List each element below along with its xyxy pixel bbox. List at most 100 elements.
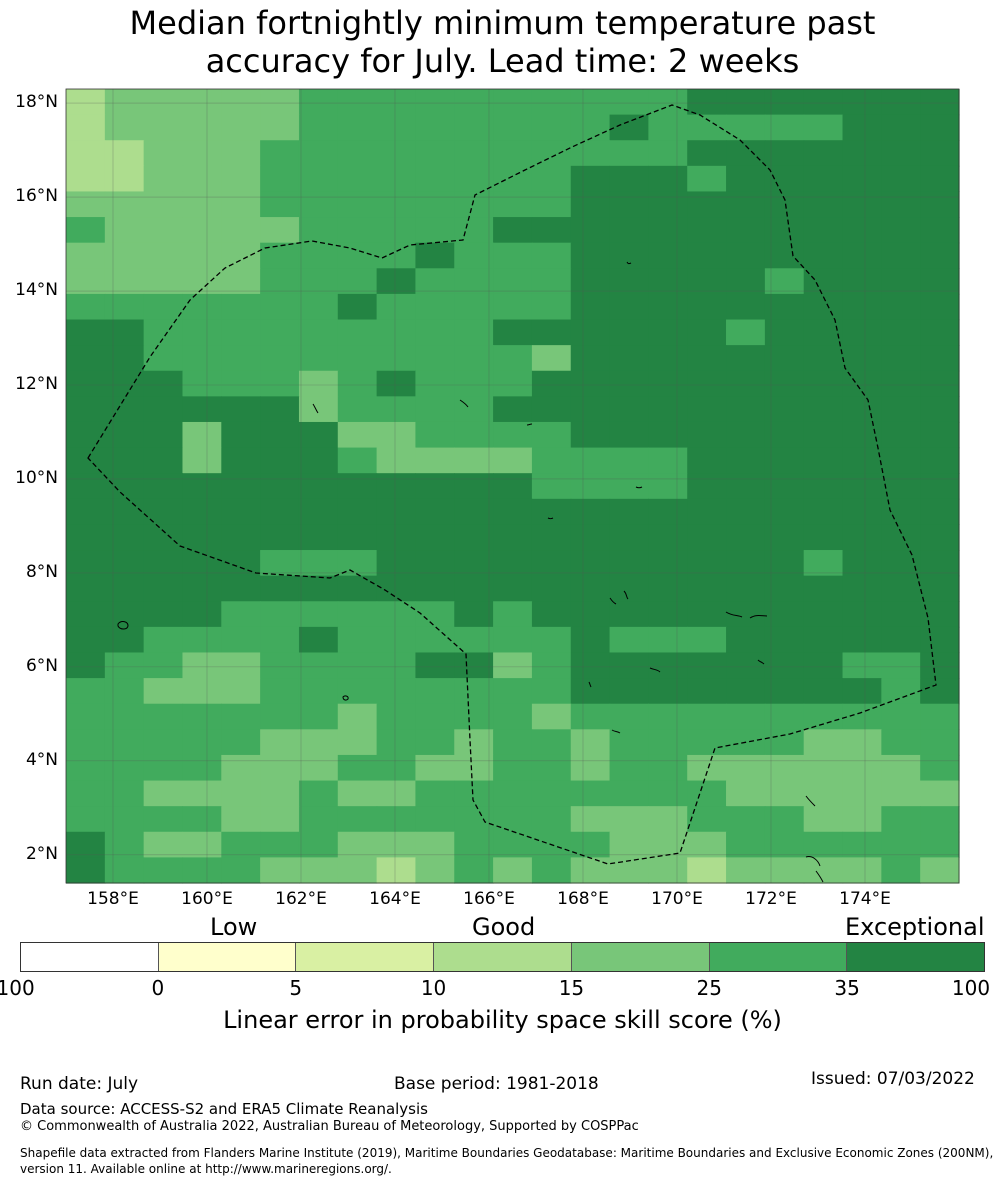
skill-cell xyxy=(687,293,727,321)
skill-cell xyxy=(803,370,844,397)
colorbar-tick-label: -100 xyxy=(0,976,35,1000)
skill-cell xyxy=(570,524,611,551)
lat-tick-label: 16°N xyxy=(15,186,58,207)
skill-cell xyxy=(881,831,921,858)
island xyxy=(117,621,129,630)
skill-cell xyxy=(764,831,805,858)
skill-cell xyxy=(764,857,805,884)
island xyxy=(526,423,533,426)
skill-cell xyxy=(454,421,494,449)
skill-cell xyxy=(376,268,417,295)
skill-cell xyxy=(648,165,688,193)
skill-cell xyxy=(182,293,222,321)
skill-cell xyxy=(531,345,572,372)
skill-cell xyxy=(221,652,261,679)
skill-cell xyxy=(376,217,417,244)
skill-cell xyxy=(298,345,339,372)
skill-cell xyxy=(298,754,339,782)
skill-cell xyxy=(260,703,300,730)
skill-cell xyxy=(454,165,494,193)
skill-cell xyxy=(415,550,455,577)
map-title-line-2: accuracy for July. Lead time: 2 weeks xyxy=(205,42,800,80)
skill-cell xyxy=(337,575,378,602)
skill-cell xyxy=(881,780,921,807)
skill-cell xyxy=(104,575,145,602)
skill-cell xyxy=(881,473,921,500)
skill-cell xyxy=(803,345,844,372)
skill-cell xyxy=(415,498,455,526)
skill-cell xyxy=(260,678,300,705)
skill-cell xyxy=(221,140,261,167)
skill-cell xyxy=(687,550,727,577)
skill-cell xyxy=(570,370,611,397)
skill-cell xyxy=(881,140,921,167)
skill-cell xyxy=(182,165,222,193)
skill-cell xyxy=(881,293,921,321)
skill-cell xyxy=(531,293,572,321)
skill-cell xyxy=(260,780,300,807)
skill-cell xyxy=(920,89,960,116)
skill-cell xyxy=(764,319,805,346)
skill-cell xyxy=(609,140,649,167)
skill-cell xyxy=(493,114,533,141)
skill-cell xyxy=(376,421,417,449)
skill-cell xyxy=(842,140,882,167)
skill-cell xyxy=(920,114,960,141)
skill-cell xyxy=(648,601,688,628)
skill-cell xyxy=(531,780,572,807)
island-outlines xyxy=(117,261,824,883)
skill-cell xyxy=(143,268,184,295)
skill-cell xyxy=(260,729,300,756)
skill-cell xyxy=(260,114,300,141)
skill-cell xyxy=(687,754,727,782)
skill-cell xyxy=(570,191,611,218)
skill-cell xyxy=(493,140,533,167)
skill-cell xyxy=(881,165,921,193)
skill-cell xyxy=(104,550,145,577)
skill-cell xyxy=(260,293,300,321)
skill-cell xyxy=(221,754,261,782)
skill-cell xyxy=(648,447,688,474)
skill-cell xyxy=(376,806,417,833)
colorbar-tick-label: 5 xyxy=(289,976,303,1000)
skill-cell xyxy=(881,550,921,577)
island xyxy=(757,659,765,665)
skill-cell xyxy=(920,345,960,372)
skill-cell xyxy=(842,396,882,423)
skill-cell xyxy=(531,421,572,449)
skill-cell xyxy=(337,729,378,756)
skill-cell xyxy=(842,626,882,654)
skill-cell xyxy=(415,729,455,756)
skill-cell xyxy=(570,319,611,346)
skill-cell xyxy=(182,857,222,884)
skill-cell xyxy=(920,268,960,295)
skill-cell xyxy=(104,293,145,321)
skill-cell xyxy=(337,447,378,474)
skill-cell xyxy=(454,140,494,167)
skill-cell xyxy=(66,626,106,654)
skill-cell xyxy=(764,345,805,372)
skill-cell xyxy=(104,268,145,295)
skill-cell xyxy=(764,601,805,628)
skill-cell xyxy=(376,575,417,602)
skill-cell xyxy=(104,754,145,782)
skill-cell xyxy=(531,524,572,551)
skill-cell xyxy=(493,268,533,295)
skill-cell xyxy=(454,242,494,269)
skill-cell xyxy=(298,447,339,474)
skill-cell xyxy=(182,754,222,782)
skill-cell xyxy=(881,498,921,526)
skill-cell xyxy=(764,780,805,807)
skill-cell xyxy=(609,601,649,628)
skill-cell xyxy=(182,140,222,167)
skill-cell xyxy=(570,89,611,116)
skill-cell xyxy=(881,319,921,346)
skill-cell xyxy=(648,268,688,295)
skill-cell xyxy=(298,652,339,679)
lat-tick-label: 8°N xyxy=(25,561,58,582)
skill-cell xyxy=(493,319,533,346)
skill-cell xyxy=(609,396,649,423)
skill-cell xyxy=(415,140,455,167)
lat-tick-label: 2°N xyxy=(25,843,58,864)
skill-cell xyxy=(842,345,882,372)
